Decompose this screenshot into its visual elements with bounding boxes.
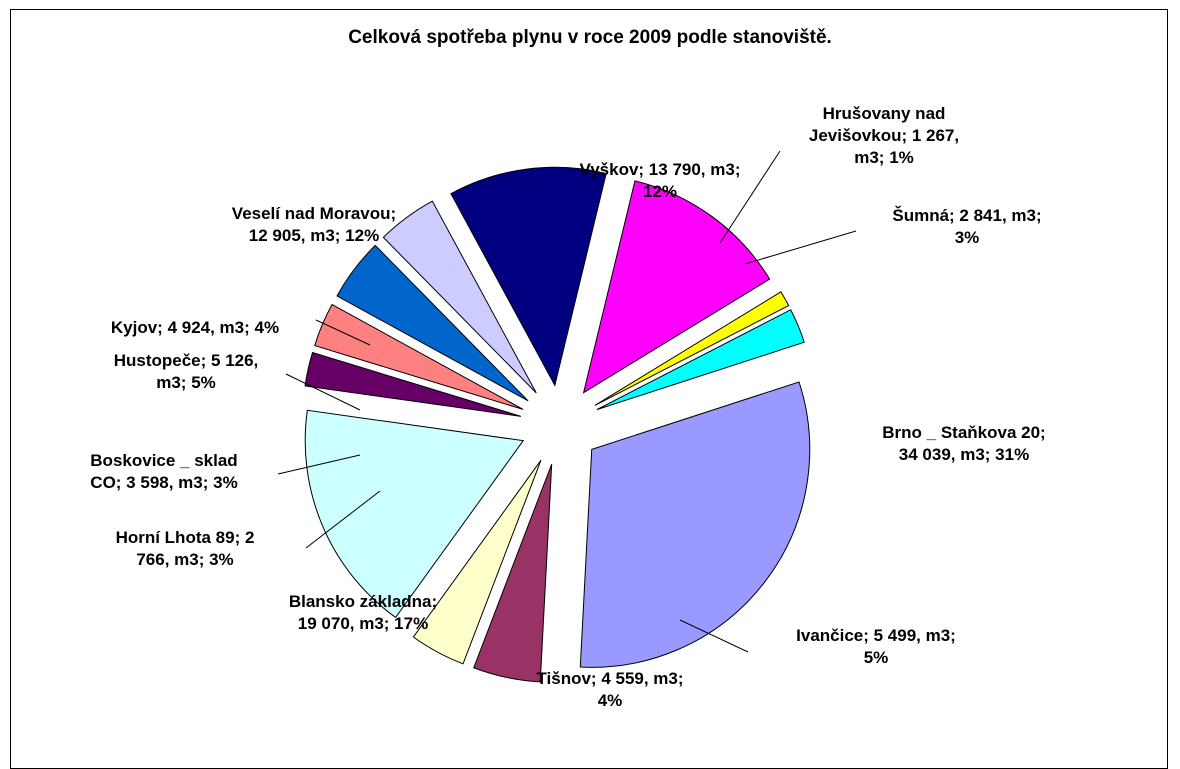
data-label-8: Veselí nad Moravou; 12 905, m3; 12% [232,204,396,245]
leader-line-11 [744,230,857,265]
data-label-line: 34 039, m3; 31% [899,445,1029,464]
data-label-line: 19 070, m3; 17% [298,614,428,633]
leader-line-6 [285,373,361,411]
data-label-2: Tišnov; 4 559, m3; 4% [536,669,683,710]
data-label-line: Ivančice; 5 499, m3; [796,626,956,645]
data-label-7: Kyjov; 4 924, m3; 4% [111,318,279,337]
data-label-line: Blansko základna; [289,592,437,611]
pie-slice-4 [304,351,522,417]
data-label-5: Boskovice _ sklad CO; 3 598, m3; 3% [90,451,237,492]
data-label-line: Hustopeče; 5 126, [114,351,259,370]
leader-line-4 [305,490,381,549]
data-label-line: 766, m3; 3% [136,550,233,569]
data-label-1: Ivančice; 5 499, m3; 5% [796,626,956,667]
leader-line-7 [315,319,371,346]
pie-slice-6 [336,244,529,402]
data-label-4: Horní Lhota 89; 2 766, m3; 3% [116,528,255,569]
leader-line-1 [679,619,749,653]
pie-slice-2 [412,459,542,665]
data-label-line: Horní Lhota 89; 2 [116,528,255,547]
data-label-line: 4% [598,691,623,710]
data-label-line: Kyjov; 4 924, m3; 4% [111,318,279,337]
data-label-line: 3% [955,228,980,247]
pie-slice-9 [582,180,771,394]
data-label-line: Hrušovany nad [823,104,946,123]
pie-slice-0 [579,381,811,668]
leader-line-5 [277,454,361,475]
data-label-0: Brno _ Staňkova 20; 34 039, m3; 31% [882,423,1045,464]
data-label-9: Vyškov; 13 790, m3; 12% [580,160,741,201]
data-label-line: Tišnov; 4 559, m3; [536,669,683,688]
data-label-line: m3; 1% [854,148,914,167]
data-label-line: Vyškov; 13 790, m3; [580,160,741,179]
pie-slice-8 [450,166,607,387]
pie-slice-5 [314,303,524,410]
data-label-3: Blansko základna; 19 070, m3; 17% [289,592,437,633]
data-label-line: Jevišovkou; 1 267, [809,126,959,145]
pie-slice-11 [596,309,805,411]
data-label-line: Veselí nad Moravou; [232,204,396,223]
data-label-line: Brno _ Staňkova 20; [882,423,1045,442]
data-label-line: 5% [864,648,889,667]
data-label-line: m3; 5% [156,373,216,392]
leader-line-10 [719,150,781,244]
pie-slice-10 [594,291,790,406]
data-label-10: Hrušovany nad Jevišovkou; 1 267, m3; 1% [809,104,959,167]
data-label-line: 12% [643,182,677,201]
chart-title: Celková spotřeba plynu v roce 2009 podle… [348,27,832,48]
data-label-11: Šumná; 2 841, m3; 3% [892,206,1041,247]
pie-slice-1 [473,463,553,683]
pie-slice-7 [382,200,537,394]
data-label-line: 12 905, m3; 12% [249,226,379,245]
data-label-line: CO; 3 598, m3; 3% [90,473,237,492]
pie-slice-3 [304,409,525,619]
data-label-6: Hustopeče; 5 126, m3; 5% [114,351,259,392]
data-label-line: Šumná; 2 841, m3; [892,206,1041,225]
data-label-line: Boskovice _ sklad [90,451,237,470]
